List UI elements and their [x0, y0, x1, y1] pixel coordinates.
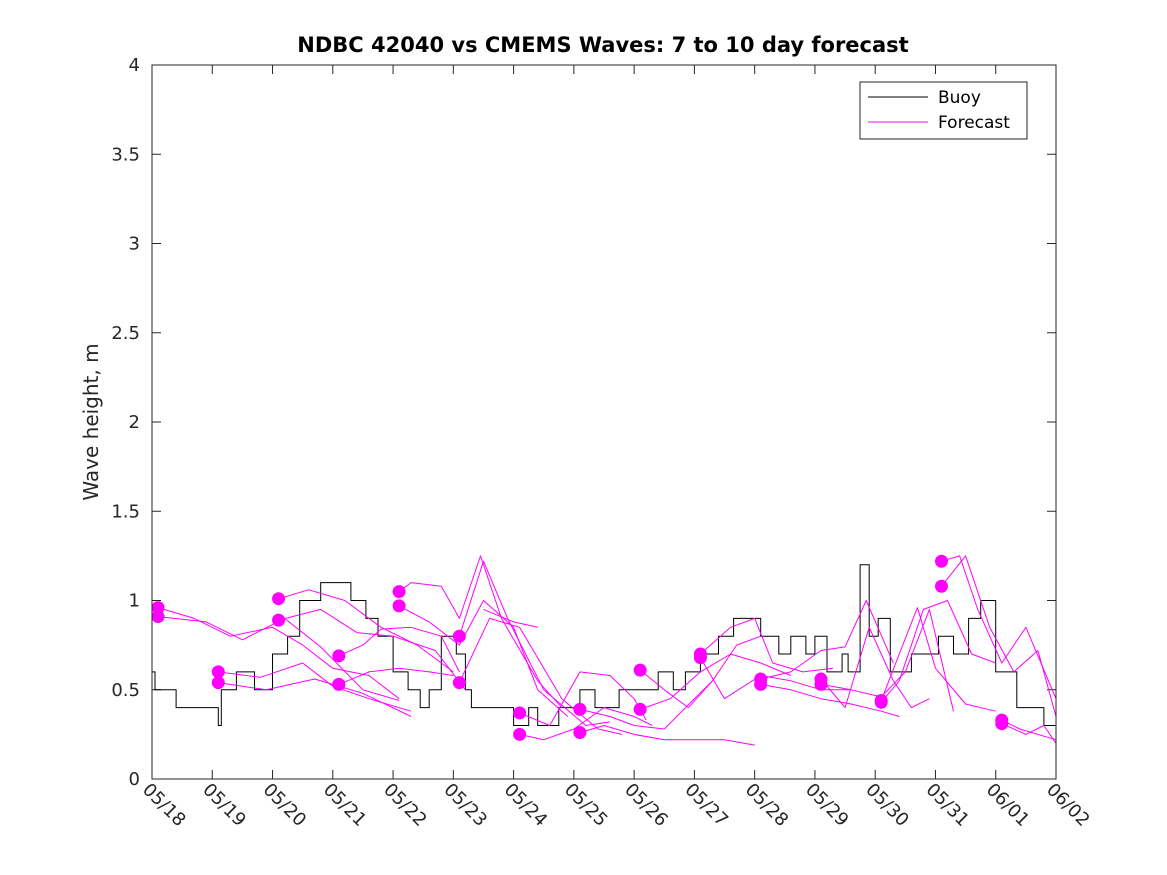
forecast-start-marker — [392, 599, 406, 613]
y-tick-label: 1 — [129, 591, 140, 612]
legend-buoy-label: Buoy — [938, 88, 981, 108]
forecast-start-marker — [452, 629, 466, 643]
forecast-start-marker — [934, 579, 948, 593]
forecast-start-marker — [272, 592, 286, 606]
forecast-line — [760, 600, 894, 680]
forecast-start-marker — [513, 727, 527, 741]
y-tick-label: 2.5 — [111, 323, 140, 344]
y-tick-label: 3 — [129, 234, 140, 255]
forecast-line — [519, 707, 653, 741]
forecast-line — [483, 608, 538, 628]
forecast-line — [1001, 719, 1057, 741]
forecast-line — [579, 725, 755, 746]
y-tick-label: 2 — [129, 412, 140, 433]
forecast-start-marker — [151, 601, 165, 615]
forecast-start-marker — [754, 677, 768, 691]
forecast-start-marker — [934, 554, 948, 568]
buoy-line — [152, 564, 1056, 726]
forecast-start-marker — [272, 613, 286, 627]
forecast-start-marker — [995, 717, 1009, 731]
y-tick-label: 3.5 — [111, 144, 140, 165]
forecast-line — [338, 667, 454, 685]
legend-forecast-label: Forecast — [938, 113, 1010, 133]
forecast-line — [820, 626, 930, 709]
legend: Buoy Forecast — [859, 81, 1028, 140]
forecast-line — [579, 680, 713, 730]
forecast-line — [880, 607, 996, 712]
y-tick-label: 0.5 — [111, 680, 140, 701]
forecast-start-marker — [452, 676, 466, 690]
forecast-start-marker — [693, 651, 707, 665]
legend-box — [859, 81, 1028, 140]
forecast-start-marker — [211, 665, 225, 679]
forecast-start-marker — [633, 702, 647, 716]
y-axis-label: Wave height, m — [79, 343, 103, 500]
forecast-line — [398, 555, 563, 708]
chart-title: NDBC 42040 vs CMEMS Waves: 7 to 10 day f… — [297, 33, 908, 57]
forecast-line — [700, 617, 834, 673]
forecast-start-marker — [874, 695, 888, 709]
forecast-start-marker — [633, 663, 647, 677]
forecast-line — [639, 635, 761, 709]
forecast-line — [880, 600, 996, 703]
forecast-start-marker — [332, 677, 346, 691]
forecast-line — [640, 653, 791, 710]
forecast-series — [157, 555, 1057, 746]
forecast-start-marker — [513, 706, 527, 720]
forecast-start-marker — [332, 649, 346, 663]
forecast-line — [941, 555, 1057, 717]
y-tick-labels: 0 0.5 1 1.5 2 2.5 3 3.5 4 — [111, 55, 140, 790]
forecast-start-marker — [573, 702, 587, 716]
forecast-start-marker — [814, 677, 828, 691]
forecast-start-marker — [151, 610, 165, 624]
forecast-start-marker — [211, 676, 225, 690]
forecast-start-marker — [392, 585, 406, 599]
forecast-line — [699, 657, 852, 700]
forecast-line — [519, 671, 647, 726]
forecast-line — [218, 662, 412, 712]
forecast-line — [760, 683, 900, 717]
forecast-line — [278, 589, 454, 673]
forecast-line — [458, 617, 623, 735]
forecast-markers — [151, 554, 1009, 741]
forecast-line — [1001, 723, 1057, 744]
y-tick-label: 1.5 — [111, 501, 140, 522]
forecast-line — [820, 608, 954, 712]
forecast-line — [218, 678, 412, 717]
forecast-line — [941, 555, 1057, 699]
y-tick-label: 4 — [129, 55, 140, 76]
forecast-line — [398, 600, 569, 717]
y-tick-label: 0 — [129, 769, 140, 790]
forecast-start-marker — [573, 726, 587, 740]
forecast-line — [458, 560, 611, 726]
forecast-line — [338, 626, 460, 673]
buoy-series — [152, 564, 1056, 726]
plot-area-frame — [151, 64, 1057, 780]
